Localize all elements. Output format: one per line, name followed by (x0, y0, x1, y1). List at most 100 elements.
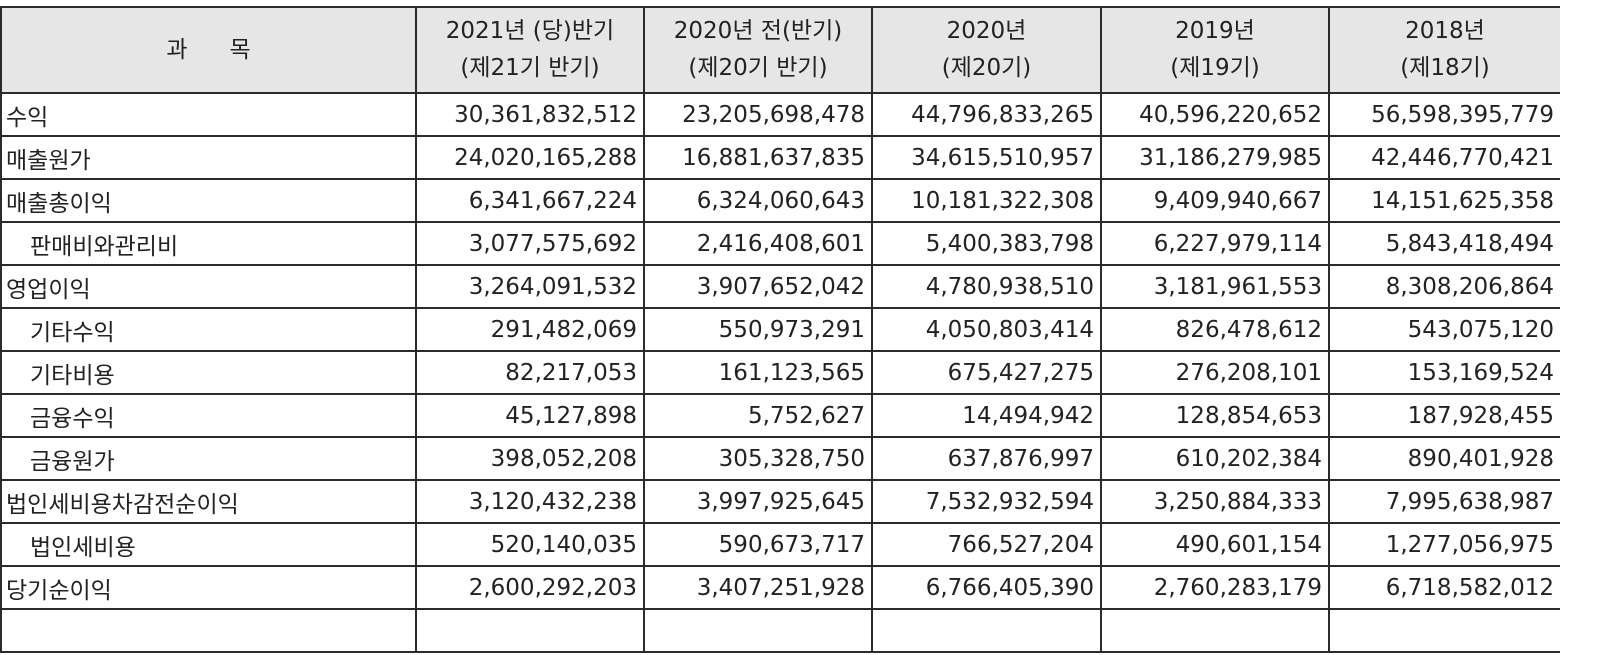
row-label: 법인세비용차감전순이익 (0, 479, 417, 524)
value-cell: 890,401,928 (1328, 436, 1560, 481)
period-header-term: (제20기 반기) (688, 55, 828, 81)
value-cell: 490,601,154 (1100, 522, 1330, 567)
table-row: 매출총이익 6,341,667,224 6,324,060,643 10,181,32… (0, 178, 1560, 223)
value-cell: 6,227,979,114 (1100, 221, 1330, 266)
period-header-year: 2021년 (당)반기 (445, 18, 615, 44)
value-cell: 305,328,750 (643, 436, 873, 481)
value-cell: 30,361,832,512 (415, 92, 645, 137)
value-cell: 23,205,698,478 (643, 92, 873, 137)
value-cell: 2,416,408,601 (643, 221, 873, 266)
value-cell: 34,615,510,957 (871, 135, 1102, 180)
value-cell: 520,140,035 (415, 522, 645, 567)
period-header-term: (제20기) (941, 55, 1032, 81)
period-header-year: 2020년 전(반기) (673, 18, 843, 44)
empty-cell (643, 608, 873, 653)
value-cell: 3,250,884,333 (1100, 479, 1330, 524)
row-label: 당기순이익 (0, 565, 417, 610)
value-cell: 44,796,833,265 (871, 92, 1102, 137)
value-cell: 543,075,120 (1328, 307, 1560, 352)
empty-cell (1100, 608, 1330, 653)
value-cell: 8,308,206,864 (1328, 264, 1560, 309)
value-cell: 187,928,455 (1328, 393, 1560, 438)
value-cell: 5,752,627 (643, 393, 873, 438)
row-label: 금융수익 (0, 393, 417, 438)
value-cell: 291,482,069 (415, 307, 645, 352)
row-label: 기타수익 (0, 307, 417, 352)
value-cell: 637,876,997 (871, 436, 1102, 481)
value-cell: 1,277,056,975 (1328, 522, 1560, 567)
value-cell: 3,264,091,532 (415, 264, 645, 309)
period-header-year: 2020년 (946, 18, 1027, 44)
value-cell: 6,324,060,643 (643, 178, 873, 223)
value-cell: 14,151,625,358 (1328, 178, 1560, 223)
period-header-term: (제19기) (1170, 55, 1260, 81)
value-cell: 6,766,405,390 (871, 565, 1102, 610)
value-cell: 31,186,279,985 (1100, 135, 1330, 180)
row-label: 영업이익 (0, 264, 417, 309)
period-header-1: 2021년 (당)반기 (제21기 반기) (415, 6, 645, 94)
value-cell: 161,123,565 (643, 350, 873, 395)
period-header-term: (제18기) (1400, 55, 1490, 81)
value-cell: 9,409,940,667 (1100, 178, 1330, 223)
row-label: 매출원가 (0, 135, 417, 180)
value-cell: 590,673,717 (643, 522, 873, 567)
table-row: 기타수익 291,482,069 550,973,291 4,050,803,414 8… (0, 307, 1560, 352)
value-cell: 2,760,283,179 (1100, 565, 1330, 610)
period-header-term: (제21기 반기) (460, 55, 600, 81)
value-cell: 3,997,925,645 (643, 479, 873, 524)
value-cell: 826,478,612 (1100, 307, 1330, 352)
value-cell: 14,494,942 (871, 393, 1102, 438)
empty-cell (0, 608, 417, 653)
value-cell: 2,600,292,203 (415, 565, 645, 610)
value-cell: 3,120,432,238 (415, 479, 645, 524)
table-row: 금융수익 45,127,898 5,752,627 14,494,942 128,854… (0, 393, 1560, 438)
value-cell: 153,169,524 (1328, 350, 1560, 395)
value-cell: 610,202,384 (1100, 436, 1330, 481)
table-row: 당기순이익 2,600,292,203 3,407,251,928 6,766,405… (0, 565, 1560, 610)
value-cell: 766,527,204 (871, 522, 1102, 567)
value-cell: 276,208,101 (1100, 350, 1330, 395)
value-cell: 10,181,322,308 (871, 178, 1102, 223)
row-label: 매출총이익 (0, 178, 417, 223)
empty-cell (415, 608, 645, 653)
value-cell: 42,446,770,421 (1328, 135, 1560, 180)
empty-cell (871, 608, 1102, 653)
value-cell: 550,973,291 (643, 307, 873, 352)
value-cell: 3,907,652,042 (643, 264, 873, 309)
value-cell: 5,843,418,494 (1328, 221, 1560, 266)
subject-header-char-2: 목 (229, 36, 251, 63)
value-cell: 16,881,637,835 (643, 135, 873, 180)
row-label: 법인세비용 (0, 522, 417, 567)
table-row: 영업이익 3,264,091,532 3,907,652,042 4,780,938,… (0, 264, 1560, 309)
value-cell: 6,718,582,012 (1328, 565, 1560, 610)
period-header-5: 2018년 (제18기) (1328, 6, 1560, 94)
value-cell: 675,427,275 (871, 350, 1102, 395)
value-cell: 40,596,220,652 (1100, 92, 1330, 137)
value-cell: 5,400,383,798 (871, 221, 1102, 266)
value-cell: 398,052,208 (415, 436, 645, 481)
value-cell: 3,407,251,928 (643, 565, 873, 610)
table-row: 기타비용 82,217,053 161,123,565 675,427,275 276,… (0, 350, 1560, 395)
period-header-year: 2018년 (1405, 18, 1485, 44)
table-body: 수익 30,361,832,512 23,205,698,478 44,796,833… (0, 92, 1560, 653)
table-row: 판매비와관리비 3,077,575,692 2,416,408,601 5,400,3… (0, 221, 1560, 266)
value-cell: 56,598,395,779 (1328, 92, 1560, 137)
value-cell: 6,341,667,224 (415, 178, 645, 223)
period-header-2: 2020년 전(반기) (제20기 반기) (643, 6, 873, 94)
value-cell: 4,780,938,510 (871, 264, 1102, 309)
value-cell: 3,077,575,692 (415, 221, 645, 266)
table-row: 법인세비용차감전순이익 3,120,432,238 3,997,925,645 7,5… (0, 479, 1560, 524)
value-cell: 82,217,053 (415, 350, 645, 395)
row-label: 기타비용 (0, 350, 417, 395)
value-cell: 4,050,803,414 (871, 307, 1102, 352)
empty-cell (1328, 608, 1560, 653)
value-cell: 7,532,932,594 (871, 479, 1102, 524)
value-cell: 24,020,165,288 (415, 135, 645, 180)
row-label: 금융원가 (0, 436, 417, 481)
value-cell: 7,995,638,987 (1328, 479, 1560, 524)
